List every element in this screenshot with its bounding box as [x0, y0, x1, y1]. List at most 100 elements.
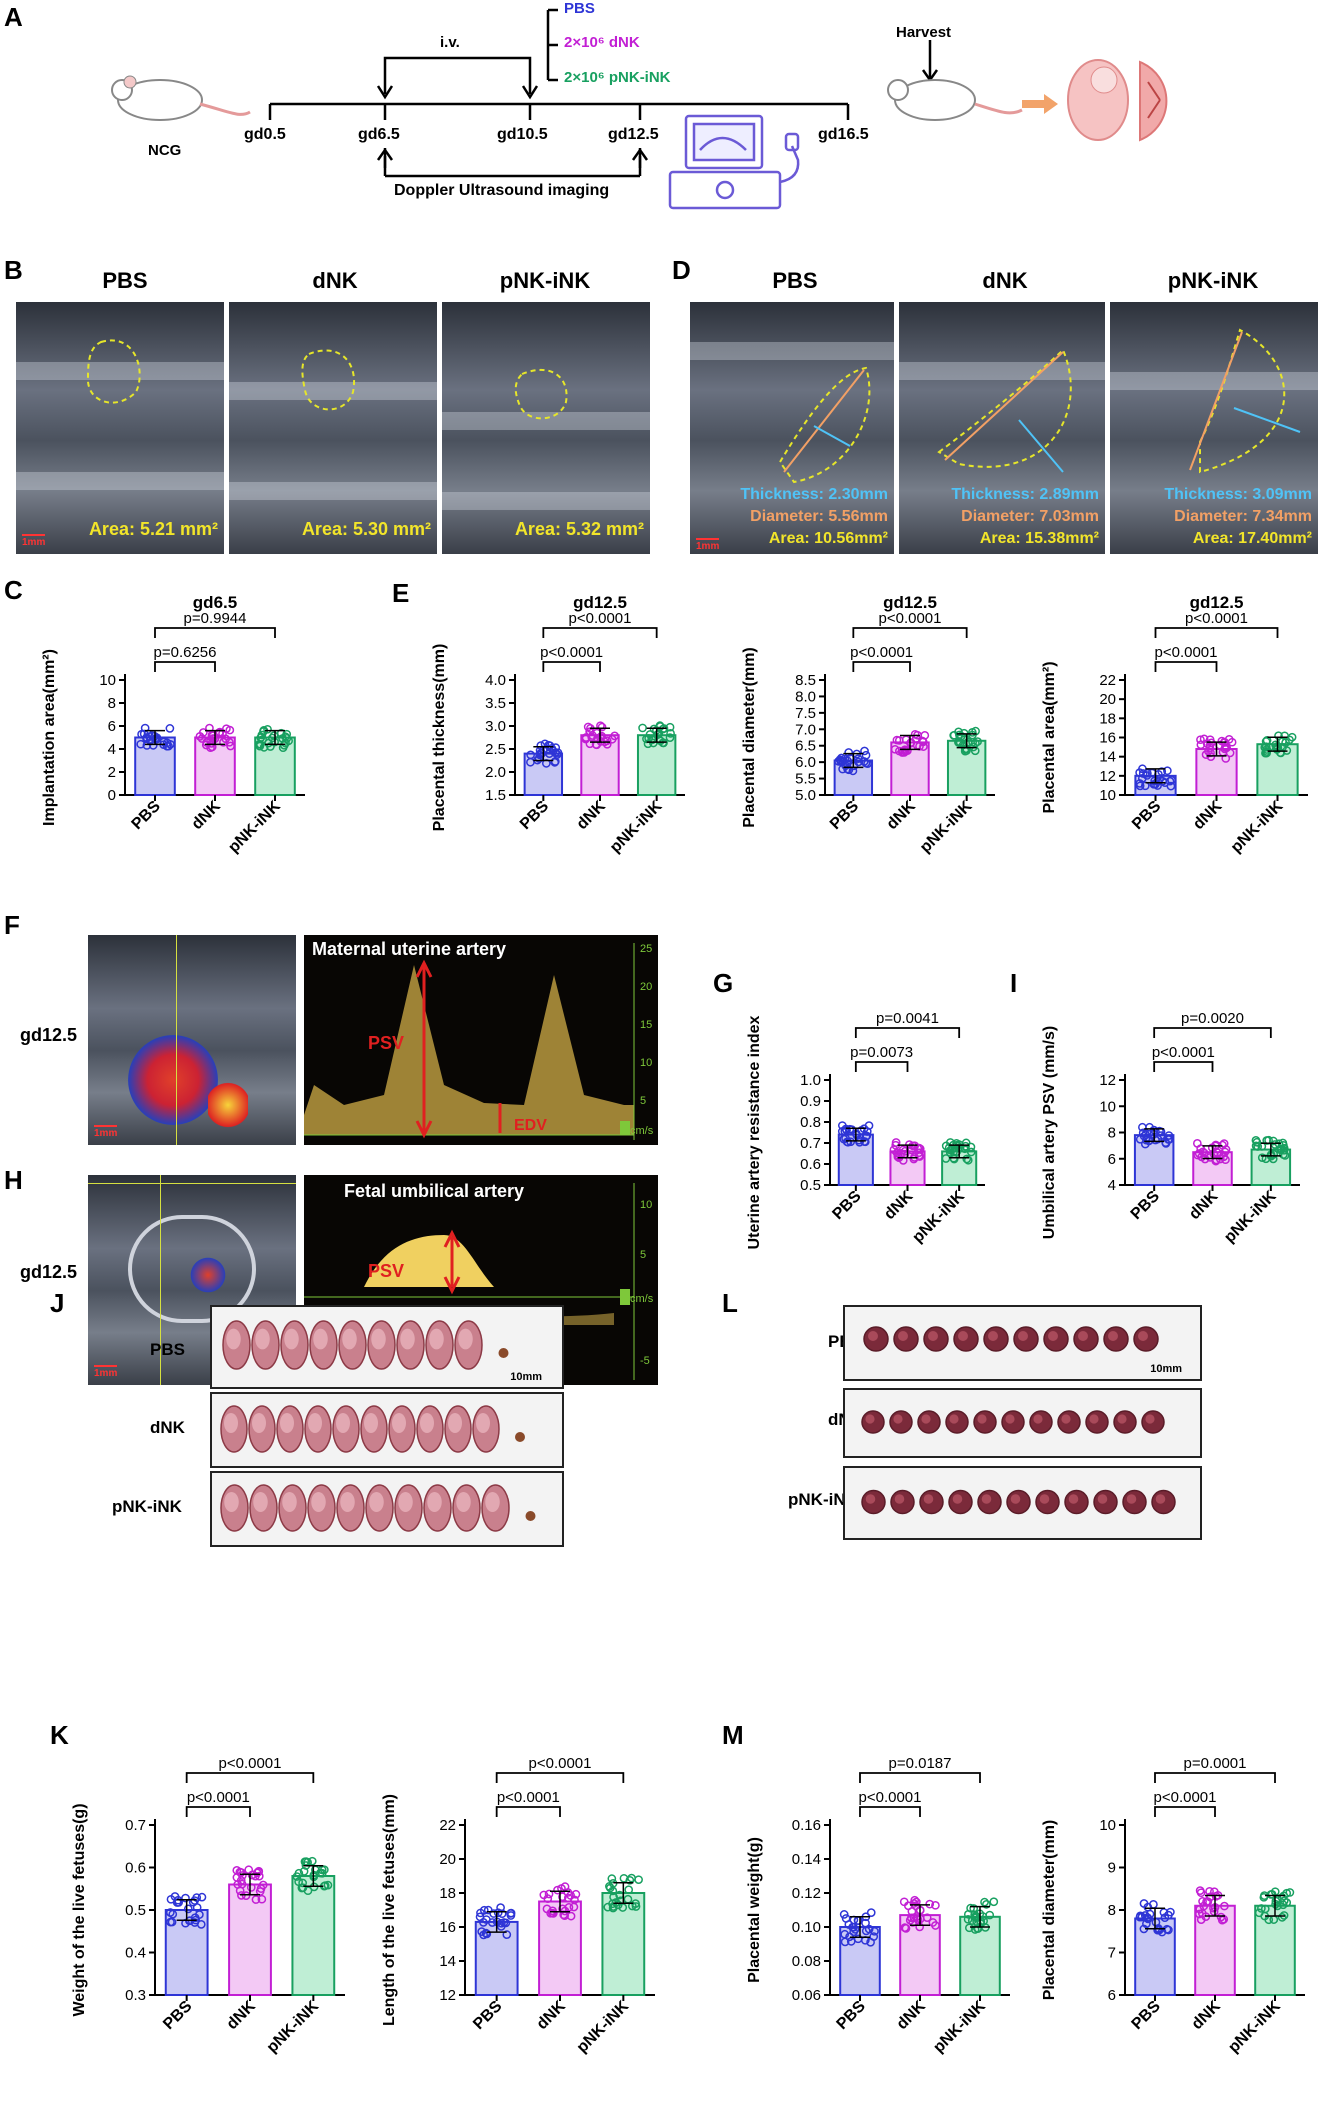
scale-bar: 1mm — [94, 1365, 118, 1379]
panel-b-header: dNK — [312, 268, 358, 293]
fetus-tray: 10mm — [210, 1305, 564, 1389]
significance-bracket — [495, 1806, 561, 1817]
data-point — [1220, 1901, 1229, 1911]
placenta-highlight — [1010, 1494, 1021, 1504]
bar — [899, 1914, 941, 1997]
data-point — [666, 729, 675, 738]
x-tick-label: PBS — [827, 798, 863, 834]
y-tick-label: 0.6 — [125, 1860, 146, 1877]
significance-bracket — [1153, 1061, 1214, 1072]
data-point — [864, 1924, 874, 1934]
data-point — [1257, 1904, 1266, 1913]
fetus-highlight — [458, 1328, 473, 1350]
data-point — [294, 1868, 304, 1878]
data-point — [257, 730, 267, 740]
significance-bracket — [854, 1027, 961, 1038]
ultrasound-image: Thickness: 3.09mm Diameter: 7.34mm Area:… — [1110, 302, 1318, 554]
data-point — [583, 722, 593, 732]
x-tick-label: dNK — [224, 1997, 260, 2033]
group-label-pbs: PBS — [564, 0, 595, 17]
y-tick-label: 20 — [1099, 691, 1116, 708]
data-point — [323, 1880, 333, 1890]
data-point — [1280, 731, 1289, 741]
panel-label-h: H — [4, 1165, 23, 1195]
ultrasound-image: Thickness: 2.30mm Diameter: 5.56mm Area:… — [690, 302, 894, 554]
data-point — [973, 737, 982, 746]
data-point — [982, 1899, 991, 1909]
significance-bracket — [1154, 1806, 1216, 1817]
x-tick-label: dNK — [534, 1997, 570, 2033]
chart-k-weight: Weight of the live fetuses(g) 0.3 0.4 0.5 0.… — [71, 1755, 345, 2056]
x-tick-label: PBS — [1129, 798, 1165, 834]
data-point — [1164, 1131, 1174, 1140]
x-tick-label: PBS — [1129, 1998, 1165, 2034]
x-tick-label: pNK-iNK — [1221, 1187, 1280, 1246]
data-point — [542, 1904, 552, 1914]
placenta-highlight — [923, 1494, 934, 1504]
data-point — [642, 734, 651, 744]
y-tick-label: 0.14 — [792, 1851, 821, 1868]
x-tick-label: PBS — [129, 798, 165, 834]
data-point — [1257, 1153, 1267, 1163]
tick-label: -5 — [640, 1355, 650, 1367]
p-value-label: p<0.0001 — [850, 644, 913, 661]
data-point — [479, 1918, 488, 1927]
data-point — [233, 1880, 243, 1889]
unit-label: cm/s — [630, 1125, 654, 1137]
y-axis-label: Length of the live fetuses(mm) — [381, 1794, 398, 2026]
data-point — [1259, 1892, 1269, 1902]
fetus-highlight — [313, 1328, 328, 1350]
data-point — [602, 736, 612, 746]
fetus-highlight — [400, 1328, 415, 1350]
fetus-highlight — [280, 1413, 294, 1433]
data-point — [167, 1917, 177, 1927]
fetus-placenta-icon — [1067, 59, 1168, 142]
data-point — [136, 739, 146, 749]
placenta-highlight — [1033, 1414, 1043, 1424]
fetus-highlight — [255, 1328, 270, 1350]
data-point — [837, 1127, 847, 1136]
chart-m-diameter: Placental diameter(mm) 6 7 8 9 10 PBS dNK pNK-iN… — [1041, 1755, 1305, 2056]
data-point — [843, 764, 852, 774]
placenta-highlight — [1108, 1331, 1118, 1341]
data-point — [1221, 754, 1231, 763]
panel-label-l: L — [722, 1288, 738, 1318]
x-tick-label: dNK — [574, 797, 610, 833]
data-point — [269, 731, 279, 741]
data-point — [870, 1926, 879, 1936]
tick-label: 25 — [640, 943, 653, 955]
placenta-highlight — [1068, 1494, 1079, 1504]
data-point — [195, 732, 205, 741]
scale-bar: 10mm — [510, 1371, 542, 1383]
data-point — [969, 1904, 979, 1913]
p-value-label: p<0.0001 — [1154, 1789, 1217, 1806]
data-point — [1135, 768, 1144, 777]
placenta-highlight — [952, 1494, 963, 1504]
data-point — [543, 1894, 553, 1903]
placenta-highlight — [1138, 1331, 1148, 1341]
scale-bar: 1mm — [696, 538, 720, 552]
data-point — [1161, 1138, 1171, 1148]
significance-bracket — [854, 1061, 909, 1072]
data-point — [536, 741, 546, 750]
chart-g: Uterine artery resistance index 0.5 0.6 0.7… — [746, 1010, 985, 1249]
data-point — [483, 1905, 493, 1915]
y-tick-label: 12 — [1099, 768, 1116, 785]
ultrasound-image: Thickness: 2.89mm Diameter: 7.03mm Area:… — [899, 302, 1105, 554]
data-point — [854, 757, 863, 767]
data-point — [219, 737, 228, 747]
data-point — [244, 1865, 254, 1875]
data-point — [949, 1154, 959, 1164]
y-tick-label: 2.0 — [485, 764, 506, 781]
data-point — [548, 1906, 557, 1916]
p-value-label: p<0.0001 — [879, 610, 942, 627]
data-point — [649, 738, 658, 748]
data-point — [208, 731, 218, 741]
fetus-highlight — [369, 1492, 384, 1512]
fetus-highlight — [284, 1328, 299, 1350]
bar — [1254, 1904, 1296, 1996]
y-axis-label: Uterine artery resistance index — [746, 1015, 763, 1249]
y-tick-label: 2.5 — [485, 741, 506, 758]
placenta-highlight — [865, 1494, 876, 1504]
harvest-label: Harvest — [896, 24, 952, 41]
